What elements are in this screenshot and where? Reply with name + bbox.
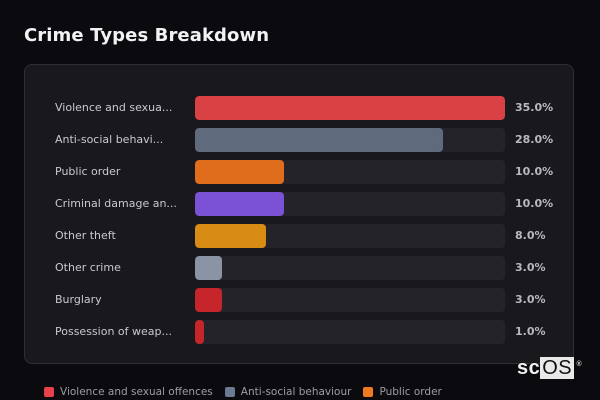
legend-swatch-icon [44, 387, 54, 397]
row-label: Other theft [55, 229, 116, 242]
legend-label: Anti-social behaviour [240, 386, 352, 398]
bar-fill[interactable] [195, 192, 284, 216]
bar-fill[interactable] [195, 224, 266, 248]
bar-track [195, 224, 505, 248]
row-label: Possession of weap... [55, 325, 172, 338]
row-value: 35.0% [515, 101, 554, 114]
chart-legend: Violence and sexual offences Anti-social … [44, 386, 454, 398]
row-value: 3.0% [515, 261, 546, 274]
bar-track [195, 288, 505, 312]
chart-row: Public order 10.0% [25, 160, 573, 184]
chart-row: Other crime 3.0% [25, 256, 573, 280]
row-value: 1.0% [515, 325, 546, 338]
bar-fill[interactable] [195, 96, 505, 120]
row-label: Public order [55, 165, 121, 178]
row-label: Other crime [55, 261, 121, 274]
chart-row: Anti-social behavi... 28.0% [25, 128, 573, 152]
row-value: 10.0% [515, 197, 554, 210]
chart-card: Violence and sexua... 35.0% Anti-social be… [24, 64, 574, 364]
logo-prefix: sc [517, 357, 541, 379]
row-value: 28.0% [515, 133, 554, 146]
row-value: 10.0% [515, 165, 554, 178]
bar-track [195, 96, 505, 120]
bar-track [195, 256, 505, 280]
legend-label: Public order [379, 386, 442, 398]
page-title: Crime Types Breakdown [24, 25, 270, 46]
bar-track [195, 160, 505, 184]
logo-highlight: OS [540, 357, 575, 379]
chart-row: Criminal damage an... 10.0% [25, 192, 573, 216]
registered-mark: ® [576, 361, 583, 368]
row-label: Anti-social behavi... [55, 133, 164, 146]
row-label: Criminal damage an... [55, 197, 177, 210]
chart-row: Other theft 8.0% [25, 224, 573, 248]
legend-item[interactable]: Violence and sexual offences [44, 386, 213, 398]
row-value: 8.0% [515, 229, 546, 242]
legend-swatch-icon [363, 387, 374, 397]
legend-swatch-icon [224, 387, 235, 397]
bar-fill[interactable] [195, 128, 443, 152]
chart-row: Burglary 3.0% [25, 288, 573, 312]
bar-track [195, 192, 505, 216]
bar-fill[interactable] [195, 288, 222, 312]
bar-fill[interactable] [195, 160, 284, 184]
legend-item[interactable]: Public order [363, 386, 442, 398]
legend-label: Violence and sexual offences [60, 386, 213, 398]
bar-fill[interactable] [195, 320, 204, 344]
row-label: Violence and sexua... [55, 101, 173, 114]
row-label: Burglary [55, 293, 102, 306]
chart-row: Violence and sexua... 35.0% [25, 96, 573, 120]
chart-row: Possession of weap... 1.0% [25, 320, 573, 344]
bar-track [195, 320, 505, 344]
legend-item[interactable]: Anti-social behaviour [224, 386, 352, 398]
bar-fill[interactable] [195, 256, 222, 280]
bar-track [195, 128, 505, 152]
scos-logo: sc OS ® [517, 357, 582, 379]
row-value: 3.0% [515, 293, 546, 306]
